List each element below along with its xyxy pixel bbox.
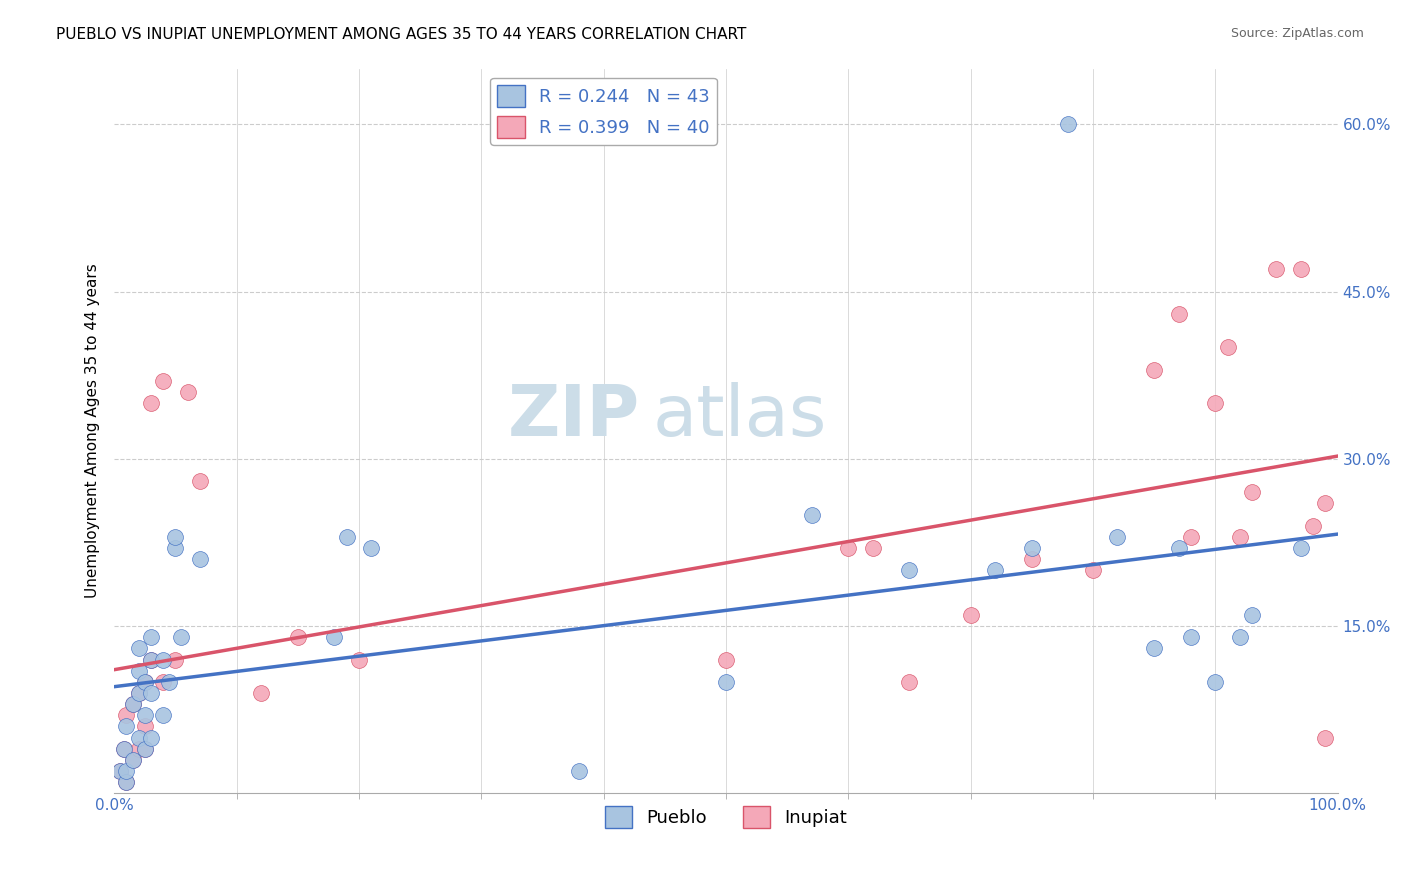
Y-axis label: Unemployment Among Ages 35 to 44 years: Unemployment Among Ages 35 to 44 years [86, 263, 100, 599]
Point [360, 541, 382, 555]
Point [165, 541, 187, 555]
Point [110, 764, 132, 778]
Point [1180, 530, 1202, 544]
Point [128, 731, 150, 745]
Point [800, 508, 823, 522]
Text: Source: ZipAtlas.com: Source: ZipAtlas.com [1230, 27, 1364, 40]
Point [1204, 396, 1226, 410]
Point [112, 741, 135, 756]
Point [139, 630, 162, 644]
Point [139, 652, 162, 666]
Point [176, 384, 198, 399]
Point [165, 652, 187, 666]
Point [128, 641, 150, 656]
Point [152, 708, 174, 723]
Point [959, 607, 981, 622]
Text: atlas: atlas [652, 382, 827, 451]
Point [714, 674, 737, 689]
Point [1204, 674, 1226, 689]
Point [152, 674, 174, 689]
Point [110, 764, 132, 778]
Point [121, 753, 143, 767]
Point [157, 674, 180, 689]
Point [568, 764, 591, 778]
Point [188, 552, 211, 566]
Point [837, 541, 859, 555]
Legend: Pueblo, Inupiat: Pueblo, Inupiat [598, 798, 855, 835]
Point [1240, 485, 1263, 500]
Point [134, 674, 156, 689]
Point [1057, 117, 1080, 131]
Point [1167, 541, 1189, 555]
Point [287, 630, 309, 644]
Point [984, 563, 1007, 577]
Point [121, 753, 143, 767]
Point [1021, 541, 1043, 555]
Point [1143, 362, 1166, 376]
Point [1143, 641, 1166, 656]
Point [152, 652, 174, 666]
Point [134, 708, 156, 723]
Point [1289, 262, 1312, 277]
Point [862, 541, 884, 555]
Point [1229, 530, 1251, 544]
Point [128, 664, 150, 678]
Point [115, 775, 138, 789]
Point [347, 652, 370, 666]
Point [139, 396, 162, 410]
Point [898, 563, 921, 577]
Point [1216, 340, 1239, 354]
Point [134, 741, 156, 756]
Point [1107, 530, 1129, 544]
Point [170, 630, 193, 644]
Point [115, 775, 138, 789]
Point [1229, 630, 1251, 644]
Point [1081, 563, 1104, 577]
Point [898, 674, 921, 689]
Point [250, 686, 273, 700]
Text: PUEBLO VS INUPIAT UNEMPLOYMENT AMONG AGES 35 TO 44 YEARS CORRELATION CHART: PUEBLO VS INUPIAT UNEMPLOYMENT AMONG AGE… [56, 27, 747, 42]
Point [121, 697, 143, 711]
Point [134, 674, 156, 689]
Point [1315, 731, 1337, 745]
Point [139, 731, 162, 745]
Point [336, 530, 359, 544]
Point [115, 719, 138, 733]
Point [1180, 630, 1202, 644]
Point [152, 374, 174, 388]
Point [128, 686, 150, 700]
Point [323, 630, 346, 644]
Point [188, 474, 211, 488]
Point [128, 686, 150, 700]
Text: ZIP: ZIP [508, 382, 640, 451]
Point [1289, 541, 1312, 555]
Point [1021, 552, 1043, 566]
Point [1167, 307, 1189, 321]
Point [1315, 496, 1337, 510]
Point [139, 686, 162, 700]
Point [1265, 262, 1288, 277]
Point [1240, 607, 1263, 622]
Point [121, 697, 143, 711]
Point [139, 652, 162, 666]
Point [115, 708, 138, 723]
Point [165, 530, 187, 544]
Point [115, 764, 138, 778]
Point [112, 741, 135, 756]
Point [134, 719, 156, 733]
Point [134, 741, 156, 756]
Point [1302, 518, 1324, 533]
Point [714, 652, 737, 666]
Point [128, 741, 150, 756]
